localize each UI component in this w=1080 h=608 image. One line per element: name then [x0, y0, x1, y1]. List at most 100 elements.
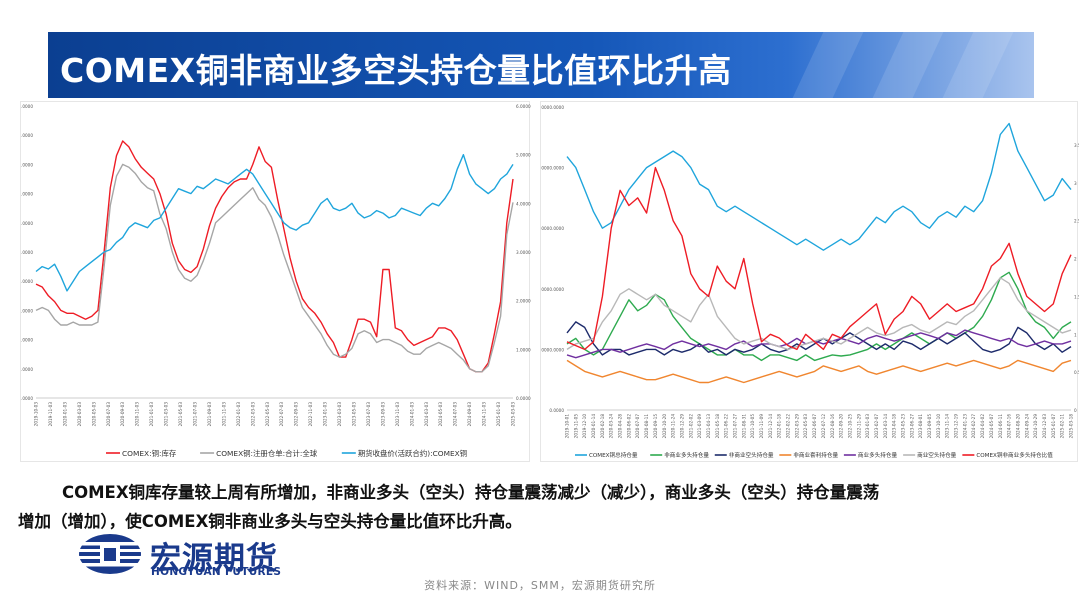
- series-line-4: [566, 329, 1072, 359]
- left-tick-label: 60000.0000: [21, 221, 33, 226]
- left-tick-label: 20000.0000: [541, 287, 564, 292]
- right-tick-label: 0: [1074, 408, 1077, 413]
- right-tick-label: 4.0000: [516, 201, 531, 206]
- left-tick-label: 80000.0000: [21, 162, 33, 167]
- x-tick-label: 2020-11-03: [135, 402, 140, 427]
- right-tick-label: 1.0000: [516, 347, 531, 352]
- summary-text: COMEX铜库存量较上周有所增加，非商业多头（空头）持仓量震荡减少（减少），商业…: [18, 478, 1068, 536]
- x-tick-label: 2021-07-03: [193, 402, 198, 427]
- series-line-3: [566, 359, 1072, 384]
- x-tick-label: 2020-07-03: [106, 402, 111, 427]
- right-tick-label: 3.0000: [516, 250, 531, 255]
- x-tick-label: 2020-05-03: [91, 402, 96, 427]
- x-tick-label: 2021-03-03: [164, 402, 169, 427]
- x-tick-label: 2023-10-10: [936, 414, 941, 439]
- left-tick-label: 0.0000: [549, 408, 564, 413]
- series-line-5: [566, 277, 1072, 351]
- x-tick-label: 2024-07-03: [453, 402, 458, 427]
- chart-panel-inventory: 0.0000 10000.0000 20000.0000 30000.0000 4000…: [20, 101, 531, 462]
- x-tick-label: 2020-04-28: [618, 414, 623, 439]
- x-tick-label: 2021-07-27: [733, 414, 738, 439]
- company-logo: 宏源期货 HONGYUAN FUTURES: [78, 533, 318, 578]
- legend-label: 商业空头持仓量: [917, 451, 957, 459]
- x-tick-label: 2021-08-31: [741, 414, 746, 439]
- x-tick-label: 2021-02-02: [688, 414, 693, 439]
- right-tick-label: 3: [1074, 181, 1077, 186]
- x-tick-label: 2022-11-29: [856, 414, 861, 439]
- x-tick-label: 2024-04-02: [980, 414, 985, 439]
- x-tick-label: 2022-06-07: [812, 414, 817, 439]
- x-tick-label: 2023-01-03: [865, 414, 870, 439]
- left-tick-label: 10000.0000: [21, 367, 33, 372]
- x-tick-label: 2019-11-03: [48, 402, 53, 427]
- x-tick-label: 2023-03-14: [883, 414, 888, 439]
- left-tick-label: 40000.0000: [541, 166, 564, 171]
- legend-label: COMEX:铜:库存: [122, 449, 177, 458]
- x-tick-label: 2022-02-22: [786, 414, 791, 439]
- x-tick-label: 2022-09-20: [839, 414, 844, 439]
- left-tick-label: 50000.0000: [21, 250, 33, 255]
- x-tick-label: 2023-12-19: [954, 414, 959, 439]
- x-tick-label: 2023-11-03: [395, 402, 400, 427]
- x-tick-label: 2024-11-03: [482, 402, 487, 427]
- x-tick-label: 2021-04-13: [706, 414, 711, 439]
- right-tick-label: 2: [1074, 257, 1077, 262]
- x-tick-label: 2020-01-14: [591, 414, 596, 439]
- series-line-6: [566, 166, 1072, 351]
- logo-icon: [78, 534, 142, 574]
- x-tick-label: 2022-01-18: [777, 414, 782, 439]
- x-tick-label: 2022-03-03: [250, 402, 255, 427]
- x-tick-label: 2024-07-16: [1007, 414, 1012, 439]
- x-tick-label: 2025-03-03: [511, 402, 516, 427]
- legend-label: 非商业套利持仓量: [793, 451, 838, 459]
- left-tick-label: 100000.0000: [21, 104, 33, 109]
- chart-panel-positions: 0.0000 10000.0000 20000.0000 30000.0000 4000…: [540, 101, 1079, 462]
- x-tick-label: 2022-07-12: [821, 414, 826, 439]
- x-tick-label: 2024-09-24: [1024, 414, 1029, 439]
- x-tick-label: 2020-01-03: [62, 402, 67, 427]
- x-tick-label: 2020-03-03: [77, 402, 82, 427]
- x-tick-label: 2024-03-03: [424, 402, 429, 427]
- x-tick-label: 2024-12-03: [1042, 414, 1047, 439]
- summary-line-1: COMEX铜库存量较上周有所增加，非商业多头（空头）持仓量震荡减少（减少），商业…: [62, 483, 880, 502]
- x-tick-label: 2023-02-07: [874, 414, 879, 439]
- x-tick-label: 2023-05-03: [352, 402, 357, 427]
- x-tick-label: 2022-03-29: [794, 414, 799, 439]
- left-tick-label: 90000.0000: [21, 133, 33, 138]
- x-tick-label: 2024-06-11: [998, 414, 1003, 439]
- logo-chinese-name: 宏源期货: [150, 541, 278, 577]
- x-tick-label: 2024-10-29: [1033, 414, 1038, 439]
- right-tick-label: 1: [1074, 332, 1077, 337]
- x-tick-label: 2020-09-03: [120, 402, 125, 427]
- x-tick-label: 2025-01-03: [496, 402, 501, 427]
- legend-label: 商业多头持仓量: [858, 451, 898, 459]
- x-tick-label: 2021-12-14: [768, 414, 773, 439]
- x-tick-label: 2024-08-20: [1015, 414, 1020, 439]
- x-tick-label: 2023-09-05: [927, 414, 932, 439]
- left-tick-label: 20000.0000: [21, 338, 33, 343]
- x-tick-label: 2023-04-18: [892, 414, 897, 439]
- x-tick-label: 2021-06-22: [724, 414, 729, 439]
- x-tick-label: 2019-10-03: [34, 402, 39, 427]
- chart-legend: COMEX铜总持仓量 非商业多头持仓量 非商业空头持仓量 非商业套利持仓量 商业多头持仓…: [575, 451, 1053, 459]
- series-line-1: [35, 163, 514, 373]
- series-line-1: [566, 271, 1072, 362]
- right-tick-label: 1.5: [1074, 294, 1079, 299]
- right-tick-label: 3.5: [1074, 143, 1079, 148]
- x-tick-label: 2024-01-03: [409, 402, 414, 427]
- x-tick-label: 2019-11-05: [573, 414, 578, 439]
- right-tick-label: 2.5: [1074, 219, 1079, 224]
- left-tick-label: 30000.0000: [541, 226, 564, 231]
- x-tick-label: 2022-08-16: [830, 414, 835, 439]
- right-tick-label: 0.0000: [516, 396, 531, 401]
- left-tick-label: 30000.0000: [21, 308, 33, 313]
- x-tick-label: 2020-10-20: [662, 414, 667, 439]
- x-tick-label: 2022-05-03: [803, 414, 808, 439]
- title-bar: COMEX铜非商业多空头持仓量比值环比升高: [48, 32, 1034, 98]
- x-tick-label: 2022-09-03: [294, 402, 299, 427]
- x-tick-label: 2020-12-29: [679, 414, 684, 439]
- x-tick-label: 2023-07-03: [366, 402, 371, 427]
- page-title: COMEX铜非商业多空头持仓量比值环比升高: [60, 51, 732, 90]
- x-tick-label: 2025-03-18: [1069, 414, 1074, 439]
- x-tick-label: 2023-08-01: [918, 414, 923, 439]
